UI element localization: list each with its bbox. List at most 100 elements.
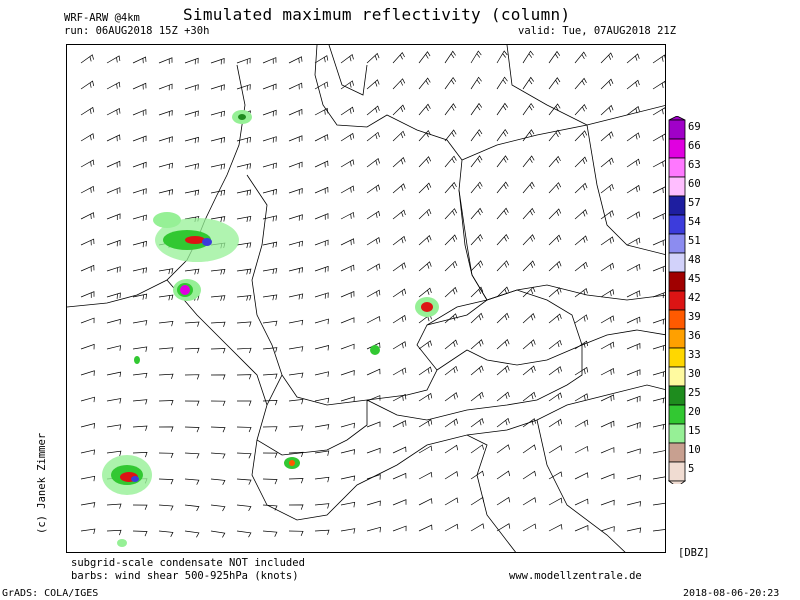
wind-barb: [158, 268, 174, 275]
wind-barb: [600, 447, 615, 454]
colorbar-label-45: 45: [688, 273, 701, 285]
wind-barb: [80, 80, 95, 90]
wind-barb: [236, 57, 251, 65]
website-label: www.modellzentrale.de: [509, 570, 642, 582]
colorbar-label-39: 39: [688, 311, 701, 323]
wind-barb: [392, 262, 406, 272]
wind-barb: [626, 316, 641, 324]
echo-north-cell-core: [238, 114, 246, 120]
wind-barb: [106, 108, 121, 116]
wind-barb: [574, 103, 587, 116]
wind-barb: [158, 452, 174, 459]
wind-barb: [236, 189, 252, 196]
wind-barb: [444, 155, 457, 168]
wind-barb: [80, 475, 96, 482]
wind-barb: [184, 504, 200, 512]
wind-barb: [600, 183, 614, 194]
wind-barb: [418, 419, 433, 428]
wind-barb: [496, 470, 511, 480]
colorbar-swatch-57: [668, 195, 686, 216]
wind-barb: [600, 78, 614, 90]
reflectivity-map: [66, 44, 666, 553]
wind-barb: [106, 424, 122, 430]
wind-barb: [314, 397, 330, 404]
wind-barb: [548, 129, 561, 142]
wind-barb: [158, 83, 173, 91]
wind-barb: [652, 502, 665, 506]
wind-barb: [652, 133, 665, 142]
wind-barb: [574, 314, 588, 324]
valid-time-label: valid: Tue, 07AUG2018 21Z: [518, 25, 677, 37]
wind-barb: [106, 160, 121, 168]
wind-barb: [496, 128, 509, 142]
echo-north-sea-2: [153, 212, 181, 228]
wind-barb: [314, 503, 330, 509]
colorbar-label-54: 54: [688, 216, 701, 228]
wind-barb: [236, 321, 252, 327]
wind-barb: [366, 395, 381, 402]
colorbar-swatch-30: [668, 366, 686, 387]
echo-alps-cell: [289, 460, 295, 466]
wind-barb: [236, 452, 252, 459]
colorbar-label-30: 30: [688, 368, 701, 380]
wind-barb: [288, 267, 304, 274]
wind-barb: [236, 84, 251, 91]
wind-barb: [314, 107, 329, 116]
czech-border: [426, 289, 583, 371]
wind-barb: [132, 399, 148, 405]
wind-barb: [184, 400, 200, 406]
wind-barb: [522, 444, 537, 454]
wind-barb: [340, 317, 355, 324]
wind-barb: [158, 426, 174, 432]
wind-barb: [366, 184, 381, 194]
wind-barb: [626, 422, 641, 429]
reflectivity-echoes: [102, 110, 439, 547]
wind-barb: [262, 268, 278, 275]
wind-barb: [600, 420, 615, 428]
wind-barb: [652, 423, 665, 430]
wind-barb: [340, 370, 355, 376]
wind-barb: [314, 476, 330, 483]
wind-barb: [366, 526, 381, 533]
wind-barb: [262, 188, 277, 196]
wind-barb: [236, 478, 252, 485]
wind-barb: [236, 268, 252, 275]
colorbar-bottom-arrow: [668, 480, 686, 484]
wind-barb: [652, 265, 665, 272]
wind-barb: [366, 237, 381, 246]
wind-barb: [418, 524, 433, 532]
wind-barb: [574, 51, 587, 64]
wind-barb: [600, 499, 615, 506]
colorbar-label-66: 66: [688, 140, 701, 152]
wind-barb: [288, 530, 304, 537]
wind-barb: [80, 264, 95, 272]
wind-barb: [496, 312, 510, 324]
wind-barb: [522, 102, 535, 116]
wind-barb: [574, 393, 589, 402]
wind-barb: [470, 102, 483, 116]
wind-barb: [418, 366, 433, 376]
colorbar-label-57: 57: [688, 197, 701, 209]
wind-barb: [626, 211, 641, 220]
wind-barb: [158, 162, 173, 170]
baltic-coast: [461, 105, 665, 161]
wind-barb: [600, 315, 615, 324]
wind-barb: [496, 365, 510, 376]
wind-barb: [444, 129, 457, 142]
wind-barb: [314, 424, 330, 430]
wind-barb: [392, 209, 406, 220]
wind-barb: [652, 292, 665, 299]
wind-barb: [418, 261, 432, 272]
wind-barb: [288, 319, 304, 326]
wind-barb: [548, 77, 561, 90]
wind-barb: [626, 474, 641, 481]
wind-barb: [80, 291, 95, 298]
wind-barb: [600, 262, 615, 272]
echo-north-sea-intense: [202, 238, 212, 246]
wind-barb: [522, 76, 534, 90]
wind-barb: [210, 348, 226, 354]
wind-barb: [574, 130, 588, 142]
wind-barb: [236, 426, 252, 433]
wind-barb: [80, 212, 95, 220]
wind-barb: [392, 525, 407, 532]
